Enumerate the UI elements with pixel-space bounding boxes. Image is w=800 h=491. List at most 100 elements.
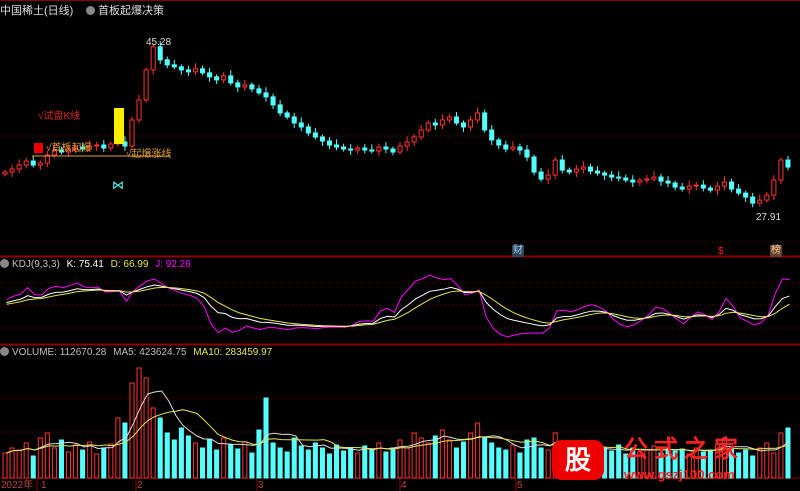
candle-body: [9, 168, 15, 173]
candle-body: [23, 160, 29, 166]
volume-bar: [432, 435, 438, 479]
candle-body: [460, 122, 467, 128]
volume-bar: [235, 448, 241, 479]
volume-ma5: MA5: 423624.75: [113, 347, 187, 358]
candle-body: [298, 122, 304, 128]
candle-body: [524, 149, 530, 158]
volume-bar: [9, 447, 15, 479]
stock-title: 中国稀土(日线): [0, 5, 74, 17]
x-axis: 2022年 1 2 3 4 5: [0, 480, 800, 491]
finance-icon[interactable]: 财: [512, 245, 524, 257]
watermark-url: www.gszj100.com: [624, 467, 735, 482]
candle-body: [362, 147, 368, 151]
volume-bar: [58, 439, 64, 479]
volume-bar: [651, 445, 657, 479]
volume-bar: [171, 439, 177, 479]
candle-body: [545, 174, 551, 180]
candle-body: [37, 162, 43, 166]
candle-body: [369, 149, 375, 152]
volume-bar: [256, 429, 262, 479]
formula-label: 首板起爆决策: [98, 5, 164, 17]
watermark: 股 公式之家 www.gszj100.com: [552, 436, 792, 484]
candle-body: [432, 122, 438, 126]
candle-body: [482, 112, 488, 131]
candle-body: [383, 146, 389, 150]
kdj-j-line: [6, 274, 790, 338]
volume-bar: [411, 432, 417, 479]
candle-body: [192, 68, 198, 73]
volume-bar: [30, 455, 36, 479]
candle-body: [595, 170, 601, 174]
candle-body: [87, 145, 93, 150]
candle-body: [221, 75, 227, 81]
volume-ma10: MA10: 283459.97: [193, 347, 273, 358]
candle-body: [355, 147, 361, 151]
title-bar: 中国稀土(日线) 首板起爆决策: [0, 0, 800, 17]
candle-body: [284, 112, 290, 118]
formula-name[interactable]: 首板起爆决策: [86, 2, 164, 18]
volume-bar: [524, 439, 530, 479]
candle-body: [721, 181, 728, 187]
candle-body: [672, 182, 678, 188]
signal-bar: [114, 108, 124, 144]
volume-bar: [460, 441, 467, 479]
candle-body: [489, 129, 495, 141]
candle-body: [651, 176, 657, 180]
volume-bar: [2, 452, 8, 479]
candle-body: [757, 199, 763, 204]
candle-body: [778, 159, 784, 181]
candle-body: [94, 144, 100, 147]
volume-bar: [517, 452, 523, 479]
volume-bar: [249, 452, 255, 479]
candle-body: [65, 148, 72, 153]
first-board-label: √首板起爆: [46, 143, 92, 154]
ranking-icon[interactable]: 榜: [770, 245, 782, 257]
volume-bar: [143, 377, 149, 479]
candle-body: [496, 139, 502, 146]
candle-body: [785, 159, 791, 168]
candle-body: [644, 178, 650, 181]
candle-body: [122, 141, 128, 147]
candle-body: [510, 146, 516, 150]
volume-bar: [637, 451, 643, 479]
candle-body: [397, 145, 403, 153]
candle-body: [665, 180, 671, 184]
candle-body: [157, 46, 163, 61]
dropdown-icon[interactable]: [0, 347, 9, 356]
x-axis-month: 5: [517, 480, 523, 491]
volume-bar: [221, 437, 227, 479]
volume-bar: [214, 449, 220, 479]
volume-bar: [334, 444, 340, 479]
watermark-logo: 股: [552, 440, 604, 480]
candle-body: [630, 179, 636, 183]
volume-bar: [376, 442, 382, 479]
volume-bar: [510, 444, 516, 479]
volume-bar: [390, 447, 396, 479]
candle-body: [729, 181, 735, 190]
dropdown-icon[interactable]: [86, 6, 95, 15]
volume-bar: [23, 442, 29, 479]
kdj-j: J: 92.26: [155, 259, 191, 270]
candle-body: [334, 144, 340, 148]
candle-body: [348, 148, 354, 151]
butterfly-icon: ⋈: [112, 178, 124, 192]
candle-body: [16, 164, 22, 170]
volume-bar: [362, 445, 368, 479]
volume-bar: [101, 447, 107, 479]
high-price-label: 45.28: [146, 37, 172, 48]
dollar-icon[interactable]: $: [718, 246, 724, 257]
candle-body: [341, 146, 347, 150]
candle-body: [207, 72, 213, 78]
kdj-d-line: [6, 286, 790, 327]
candle-body: [404, 141, 410, 147]
candle-body: [390, 148, 396, 153]
kdj-label: KDJ(9,3,3): [12, 259, 60, 270]
candle-body: [425, 122, 431, 131]
volume-bar: [150, 407, 156, 479]
volume-bar: [778, 432, 784, 479]
signal-bar: [34, 143, 43, 153]
dropdown-icon[interactable]: [0, 259, 9, 268]
candle-body: [580, 166, 586, 170]
volume-bar: [714, 444, 720, 479]
